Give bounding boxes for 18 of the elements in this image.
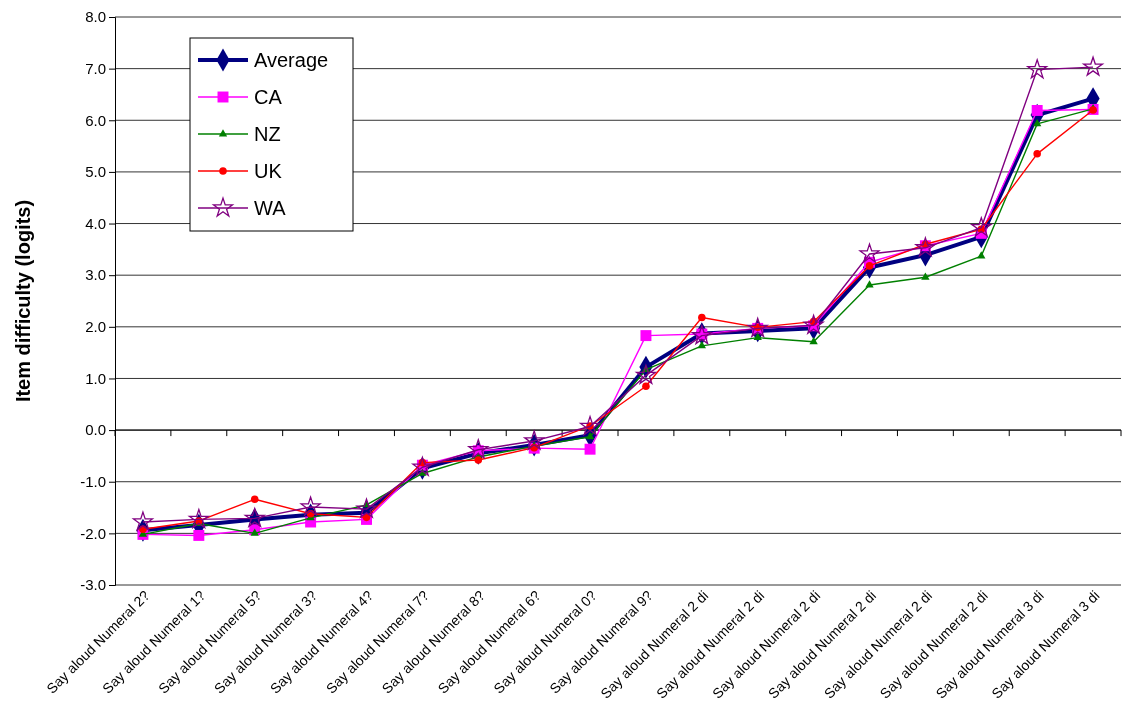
y-tick-label: 3.0	[85, 266, 106, 284]
legend-label: NZ	[254, 123, 281, 145]
legend-label: WA	[254, 197, 287, 219]
y-tick-label: -2.0	[80, 524, 106, 542]
y-tick-label: 2.0	[85, 318, 106, 336]
y-tick-label: 0.0	[85, 421, 106, 439]
y-tick-label: 8.0	[85, 8, 106, 26]
legend-label: UK	[254, 160, 283, 182]
y-tick-label: -1.0	[80, 473, 106, 491]
legend-label: CA	[254, 86, 283, 108]
y-axis-title: Item difficulty (logits)	[12, 199, 34, 403]
y-tick-label: 5.0	[85, 163, 106, 181]
y-tick-label: -3.0	[80, 576, 106, 594]
y-tick-label: 4.0	[85, 214, 106, 232]
legend-label: Average	[254, 49, 329, 71]
y-tick-label: 6.0	[85, 111, 106, 129]
y-tick-label: 7.0	[85, 59, 106, 77]
y-tick-label: 1.0	[85, 369, 106, 387]
